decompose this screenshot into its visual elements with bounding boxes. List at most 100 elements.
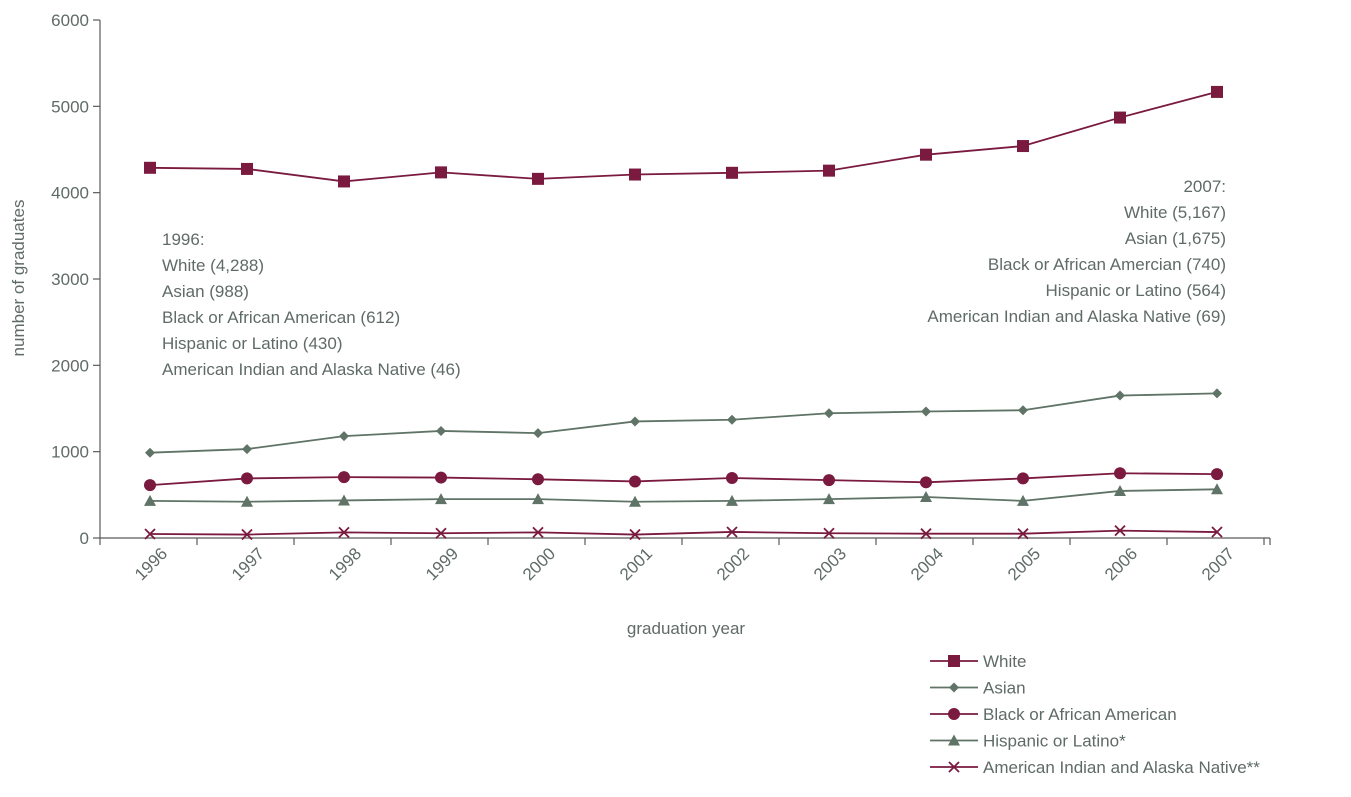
data-point-hispanic-or-latino <box>629 495 641 507</box>
data-point-hispanic-or-latino <box>920 490 932 502</box>
annotation-line: American Indian and Alaska Native (46) <box>162 360 461 379</box>
data-point-black-or-african-american <box>823 474 835 487</box>
x-tick-label: 2004 <box>907 544 947 584</box>
x-tick-label: 2000 <box>519 544 559 584</box>
data-point-hispanic-or-latino <box>1017 494 1029 506</box>
series-line-black-or-african-american <box>149 472 1218 487</box>
annotation-line: White (5,167) <box>1124 203 1226 222</box>
data-point-asian <box>727 414 737 425</box>
data-point-black-or-african-american <box>629 475 641 488</box>
data-point-asian <box>533 428 543 439</box>
data-point-black-or-african-american <box>726 471 738 484</box>
data-point-american-indian-and-alaska-native <box>435 527 447 539</box>
annotation-line: Asian (988) <box>162 282 249 301</box>
data-point-hispanic-or-latino <box>1114 484 1126 496</box>
annotation-line: American Indian and Alaska Native (69) <box>927 307 1226 326</box>
data-point-asian <box>1212 388 1222 399</box>
annotation-line: Hispanic or Latino (564) <box>1046 281 1226 300</box>
data-point-white <box>532 172 544 185</box>
legend-marker <box>948 734 960 746</box>
data-point-white <box>1114 111 1126 124</box>
data-point-black-or-african-american <box>1017 472 1029 485</box>
data-point-white <box>823 164 835 177</box>
data-point-american-indian-and-alaska-native <box>1211 526 1223 538</box>
annotation-line: Black or African American (612) <box>162 308 400 327</box>
data-point-american-indian-and-alaska-native <box>629 528 641 541</box>
series-line-american-indian-and-alaska-native <box>149 529 1218 536</box>
data-point-asian <box>921 406 931 417</box>
annotation-line: Black or African Amercian (740) <box>988 255 1226 274</box>
legend-label: Hispanic or Latino* <box>983 732 1126 751</box>
y-tick-label: 0 <box>80 529 89 548</box>
data-point-asian <box>436 425 446 436</box>
legend-marker <box>948 708 960 720</box>
data-point-white <box>144 161 156 174</box>
x-tick-label: 1997 <box>228 544 268 584</box>
data-point-white <box>726 166 738 179</box>
data-point-asian <box>1018 405 1028 416</box>
data-point-white <box>920 148 932 161</box>
data-point-american-indian-and-alaska-native <box>532 526 544 539</box>
data-point-hispanic-or-latino <box>1211 483 1223 495</box>
series-line-hispanic-or-latino <box>149 488 1218 503</box>
x-tick-label: 1996 <box>131 544 171 584</box>
data-point-black-or-african-american <box>241 472 253 485</box>
data-point-american-indian-and-alaska-native <box>241 528 253 541</box>
data-point-asian <box>242 444 252 455</box>
series-line-white <box>149 91 1218 183</box>
x-tick-label: 1999 <box>422 544 462 584</box>
data-point-hispanic-or-latino <box>726 494 738 506</box>
data-point-american-indian-and-alaska-native <box>920 528 932 540</box>
data-point-black-or-african-american <box>435 471 447 484</box>
data-point-asian <box>1115 390 1125 401</box>
legend-marker <box>948 761 960 773</box>
data-point-white <box>1017 140 1029 153</box>
data-point-black-or-african-american <box>532 473 544 486</box>
x-tick-label: 2003 <box>810 544 850 584</box>
y-tick-label: 1000 <box>51 443 89 462</box>
y-tick-label: 3000 <box>51 270 89 289</box>
series-line-asian <box>149 392 1218 454</box>
y-tick-label: 4000 <box>51 184 89 203</box>
y-axis-title: number of graduates <box>9 200 28 357</box>
data-point-hispanic-or-latino <box>241 495 253 507</box>
x-axis-title: graduation year <box>627 619 745 638</box>
data-point-american-indian-and-alaska-native <box>338 526 350 539</box>
annotation-line: Hispanic or Latino (430) <box>162 334 342 353</box>
data-point-white <box>241 162 253 175</box>
legend-label: Black or African American <box>983 705 1177 724</box>
data-point-american-indian-and-alaska-native <box>823 527 835 539</box>
data-point-american-indian-and-alaska-native <box>144 528 156 540</box>
y-tick-label: 2000 <box>51 356 89 375</box>
x-tick-label: 2001 <box>616 544 656 584</box>
data-point-white <box>1211 85 1223 98</box>
data-point-hispanic-or-latino <box>338 494 350 506</box>
data-point-hispanic-or-latino <box>144 494 156 506</box>
data-point-black-or-african-american <box>920 476 932 489</box>
data-point-black-or-african-american <box>144 479 156 492</box>
x-tick-label: 2005 <box>1004 544 1044 584</box>
y-tick-label: 5000 <box>51 97 89 116</box>
annotation-line: White (4,288) <box>162 256 264 275</box>
x-tick-label: 2002 <box>713 544 753 584</box>
legend-label: White <box>983 652 1026 671</box>
legend-marker <box>949 682 959 693</box>
data-point-american-indian-and-alaska-native <box>1017 528 1029 540</box>
annotation-line: Asian (1,675) <box>1125 229 1226 248</box>
data-point-black-or-african-american <box>1114 467 1126 480</box>
data-point-american-indian-and-alaska-native <box>1114 525 1126 537</box>
data-point-black-or-african-american <box>338 471 350 484</box>
data-point-asian <box>339 431 349 442</box>
data-point-hispanic-or-latino <box>823 493 835 505</box>
data-point-white <box>435 166 447 179</box>
x-tick-label: 2006 <box>1101 544 1141 584</box>
data-point-asian <box>145 447 155 458</box>
legend-label: American Indian and Alaska Native** <box>983 758 1260 777</box>
data-point-asian <box>630 416 640 427</box>
legend-label: Asian <box>983 679 1026 698</box>
x-tick-label: 2007 <box>1198 544 1238 584</box>
x-tick-label: 1998 <box>325 544 365 584</box>
data-point-white <box>338 175 350 188</box>
